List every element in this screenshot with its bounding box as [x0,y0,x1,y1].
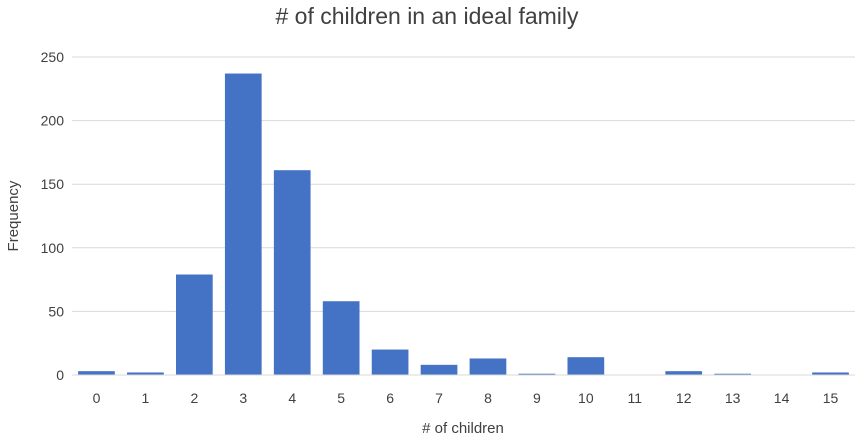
x-tick-label: 14 [774,390,790,406]
x-axis-ticks: 0 1 2 3 4 5 6 7 8 9 10 11 12 13 14 15 [93,390,839,406]
y-tick-label: 0 [56,367,64,383]
x-tick-label: 4 [288,390,296,406]
bar-2 [175,274,213,375]
bar-3 [224,73,262,375]
bar-7 [420,364,458,375]
x-axis-label: # of children [422,420,504,437]
x-tick-label: 0 [93,390,101,406]
y-tick-label: 150 [41,176,65,192]
chart-title: # of children in an ideal family [276,3,579,29]
x-tick-label: 6 [386,390,394,406]
bar-6 [371,349,409,375]
bar-4 [273,170,311,375]
y-tick-label: 250 [41,49,65,65]
y-tick-label: 200 [41,113,65,129]
bar-5 [322,301,360,375]
bar-13 [714,373,752,375]
y-axis-ticks: 0 50 100 150 200 250 [41,49,65,383]
bars [78,73,849,375]
x-tick-label: 3 [239,390,247,406]
bar-10 [567,357,605,375]
y-tick-label: 100 [41,240,65,256]
x-tick-label: 15 [823,390,839,406]
y-axis-label: Frequency [5,180,22,251]
x-tick-label: 9 [533,390,541,406]
grid-lines [72,56,855,312]
x-tick-label: 12 [676,390,692,406]
x-tick-label: 5 [337,390,345,406]
x-tick-label: 2 [190,390,198,406]
bar-1 [127,372,164,375]
x-tick-label: 11 [628,390,643,406]
x-tick-label: 7 [435,390,443,406]
x-tick-label: 8 [484,390,492,406]
bar-0 [78,371,115,375]
x-tick-label: 1 [142,390,150,406]
bar-8 [469,358,507,375]
x-tick-label: 13 [725,390,741,406]
bar-12 [665,371,703,375]
x-tick-label: 10 [578,390,594,406]
y-tick-label: 50 [48,303,64,319]
bar-15 [812,372,849,375]
bar-9 [518,373,556,375]
